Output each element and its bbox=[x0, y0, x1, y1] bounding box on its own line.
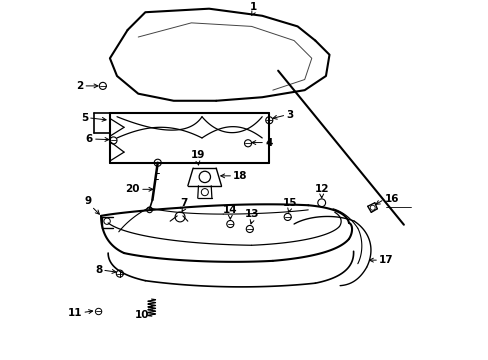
Text: 15: 15 bbox=[282, 198, 297, 208]
Text: 16: 16 bbox=[384, 194, 398, 204]
Text: 2: 2 bbox=[76, 81, 83, 91]
Text: 19: 19 bbox=[190, 150, 204, 160]
Text: 13: 13 bbox=[244, 210, 259, 219]
Text: 6: 6 bbox=[85, 134, 93, 144]
Text: 10: 10 bbox=[135, 310, 149, 320]
Text: 17: 17 bbox=[378, 255, 393, 265]
Text: 1: 1 bbox=[249, 2, 257, 12]
Text: 11: 11 bbox=[68, 307, 82, 318]
Text: 12: 12 bbox=[314, 184, 328, 194]
Text: 9: 9 bbox=[84, 196, 91, 206]
Text: 7: 7 bbox=[180, 198, 187, 208]
Text: 20: 20 bbox=[125, 184, 140, 194]
Text: 4: 4 bbox=[264, 138, 272, 148]
Text: 18: 18 bbox=[233, 171, 247, 181]
Text: 5: 5 bbox=[81, 113, 88, 123]
Text: 8: 8 bbox=[95, 265, 102, 275]
Text: 14: 14 bbox=[223, 205, 237, 215]
Text: 3: 3 bbox=[285, 110, 293, 120]
